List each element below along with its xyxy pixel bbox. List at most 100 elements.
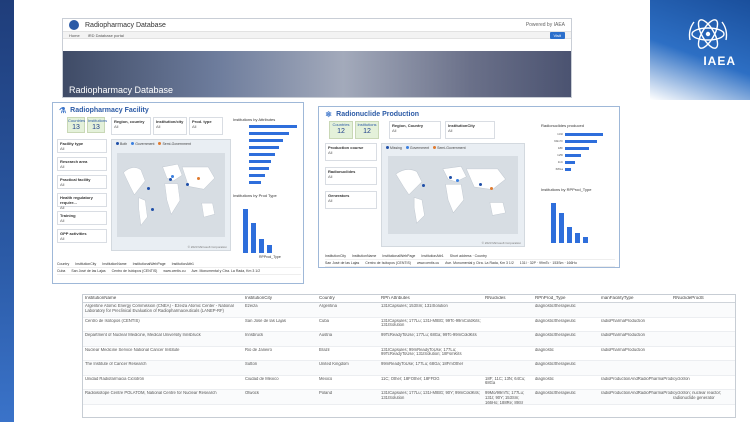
chart-bar[interactable]: [249, 139, 283, 142]
header-facility-type[interactable]: manFacilityType: [601, 296, 634, 301]
side-slicer[interactable]: Radionuclides All: [325, 167, 377, 185]
chart-bar[interactable]: [243, 209, 248, 253]
facility-title: ⚗ Radiopharmacy Facility: [53, 103, 303, 118]
visit-button[interactable]: Visit: [549, 31, 565, 39]
table-cell: San José de las Lajas: [245, 318, 286, 323]
site-header: Radiopharmacy Database Powered by IAEA: [63, 19, 571, 31]
slicer-institution[interactable]: Institution/city All: [153, 117, 187, 135]
side-slicer[interactable]: Production course All: [325, 143, 377, 161]
table-cell: Argentine Atomic Energy Commission (CNEA…: [85, 304, 234, 313]
table-cell: Centro de Isótopos (CENTIS): [85, 318, 140, 323]
side-slicer[interactable]: Practical facility All: [57, 175, 107, 189]
mini-table-row[interactable]: Cuba San José de las Lajas Centro de Isó…: [57, 268, 301, 275]
table-row[interactable]: Unidad Radiofarmacia Ciclotrón Ciudad de …: [83, 376, 735, 390]
slicer-value: All: [156, 124, 161, 129]
chart-bar[interactable]: [249, 160, 271, 163]
kpi-institutions: Institutions 13: [87, 117, 107, 133]
table-cell: Brazil: [319, 347, 330, 352]
map-marker[interactable]: [421, 184, 425, 188]
nav-portal-link[interactable]: IRD Database portal: [87, 32, 124, 38]
map-credit: © 2023 Microsoft Corporation: [481, 241, 521, 245]
table-row[interactable]: The Institute of Cancer Research Sutton Un…: [83, 361, 735, 376]
chart-bar[interactable]: [565, 154, 581, 157]
header-city[interactable]: InstitutionCity: [245, 296, 273, 301]
nav-home-link[interactable]: Home: [69, 32, 80, 38]
production-mini-table: InstitutionCity InstitutionName Institut…: [325, 253, 615, 268]
header-cell: InstitutionCity: [75, 262, 97, 266]
chart-bar[interactable]: [267, 245, 272, 253]
chart-bar[interactable]: [565, 140, 597, 143]
map-marker[interactable]: [449, 176, 453, 180]
slicer-region-country[interactable]: Region, Country All: [389, 121, 441, 139]
side-slicer[interactable]: Generators All: [325, 191, 377, 209]
facility-map[interactable]: Both Government Semi-Government © 2023 M…: [111, 139, 231, 251]
table-row[interactable]: Nuclear Medicine Service National Cancer…: [83, 347, 735, 361]
chart-bar[interactable]: [565, 147, 589, 150]
table-cell: 11C; Other; 18FOther; 18FFDG: [381, 376, 440, 381]
table-row[interactable]: Department of Nuclear Medicine, Medical …: [83, 332, 735, 347]
chart-bar[interactable]: [551, 203, 556, 243]
slicer-prod-type[interactable]: Prod. type All: [189, 117, 223, 135]
slicer-value: All: [60, 218, 65, 223]
slicer-institution-city[interactable]: InstitutionCity All: [445, 121, 495, 139]
header-institution[interactable]: InstitutionName: [85, 296, 117, 301]
header-country[interactable]: Country: [319, 296, 335, 301]
header-nuclides[interactable]: RNuclides: [485, 296, 506, 301]
cell: San José de las Lajas: [71, 269, 106, 273]
side-slicer[interactable]: Research area All: [57, 157, 107, 171]
map-marker[interactable]: [170, 174, 174, 178]
map-marker[interactable]: [151, 208, 155, 212]
chart-bar[interactable]: [249, 167, 269, 170]
slicer-label: Institution/city: [156, 119, 184, 124]
table-row[interactable]: Centro de Isótopos (CENTIS) San José de l…: [83, 318, 735, 332]
side-slicer[interactable]: GPP activities All: [57, 229, 107, 243]
header-attributes[interactable]: RPh Attributes: [381, 296, 410, 301]
side-slicer[interactable]: Health regulatory require... All: [57, 193, 107, 210]
table-row[interactable]: Radioisotope Centre POLATOM, National Ce…: [83, 390, 735, 405]
chart-bar[interactable]: [249, 181, 261, 184]
map-marker[interactable]: [147, 186, 151, 190]
production-map[interactable]: Missing Government Semi-Government © 202…: [381, 143, 525, 247]
chart-title: Institutions by Prod Type: [233, 193, 277, 198]
chart-bar[interactable]: [583, 237, 588, 243]
table-cell: Mexico: [319, 376, 333, 381]
table-cell: diagnostic/therapeutic: [535, 391, 576, 395]
chart-bar[interactable]: [565, 161, 575, 164]
legend-item: Missing: [386, 146, 402, 150]
map-marker[interactable]: [479, 182, 483, 186]
chart-bar[interactable]: [559, 213, 564, 243]
map-marker[interactable]: [455, 179, 459, 183]
chart-bar[interactable]: [249, 125, 297, 128]
cell: www.centis.cu: [416, 261, 440, 265]
slicer-label: Training: [60, 213, 76, 218]
chart-bar[interactable]: [251, 223, 256, 253]
slicer-value: All: [114, 124, 119, 129]
map-marker[interactable]: [168, 178, 172, 182]
chart-bar[interactable]: [575, 233, 580, 243]
header-nuclide-prod[interactable]: RNuclideProdS: [673, 296, 704, 301]
chart-bar[interactable]: [259, 239, 264, 253]
header-prod-type[interactable]: RPhProd_Type: [535, 296, 566, 301]
chart-bar[interactable]: [565, 133, 603, 136]
chart-bar[interactable]: [249, 153, 275, 156]
chart-bar[interactable]: [249, 174, 265, 177]
chart-bar[interactable]: [565, 168, 571, 171]
slicer-label: GPP activities: [60, 231, 87, 236]
kpi-value: 13: [72, 124, 80, 131]
slicer-region[interactable]: Region, country All: [111, 117, 151, 135]
mini-table-row[interactable]: San José de las Lajas Centro de Isótopos …: [325, 260, 615, 267]
map-marker[interactable]: [186, 183, 190, 187]
table-row[interactable]: Argentine Atomic Energy Commission (CNEA…: [83, 303, 735, 318]
map-marker[interactable]: [489, 187, 493, 191]
side-slicer[interactable]: Training All: [57, 211, 107, 225]
side-slicer[interactable]: Facility type All: [57, 139, 107, 153]
map-area: [387, 156, 519, 234]
mini-table-row[interactable]: La HACADepartment of Nuclear...CENTIS.OR…: [325, 267, 615, 268]
kpi-label: Countries: [332, 122, 350, 127]
chart-bar[interactable]: [567, 227, 572, 243]
cell: Ave. Monumental y Ctra. La Rada, Km 3 1/…: [191, 269, 261, 273]
map-marker[interactable]: [197, 176, 201, 180]
chart-bar[interactable]: [249, 132, 289, 135]
chart-bar[interactable]: [249, 146, 279, 149]
slicer-value: All: [328, 198, 333, 203]
